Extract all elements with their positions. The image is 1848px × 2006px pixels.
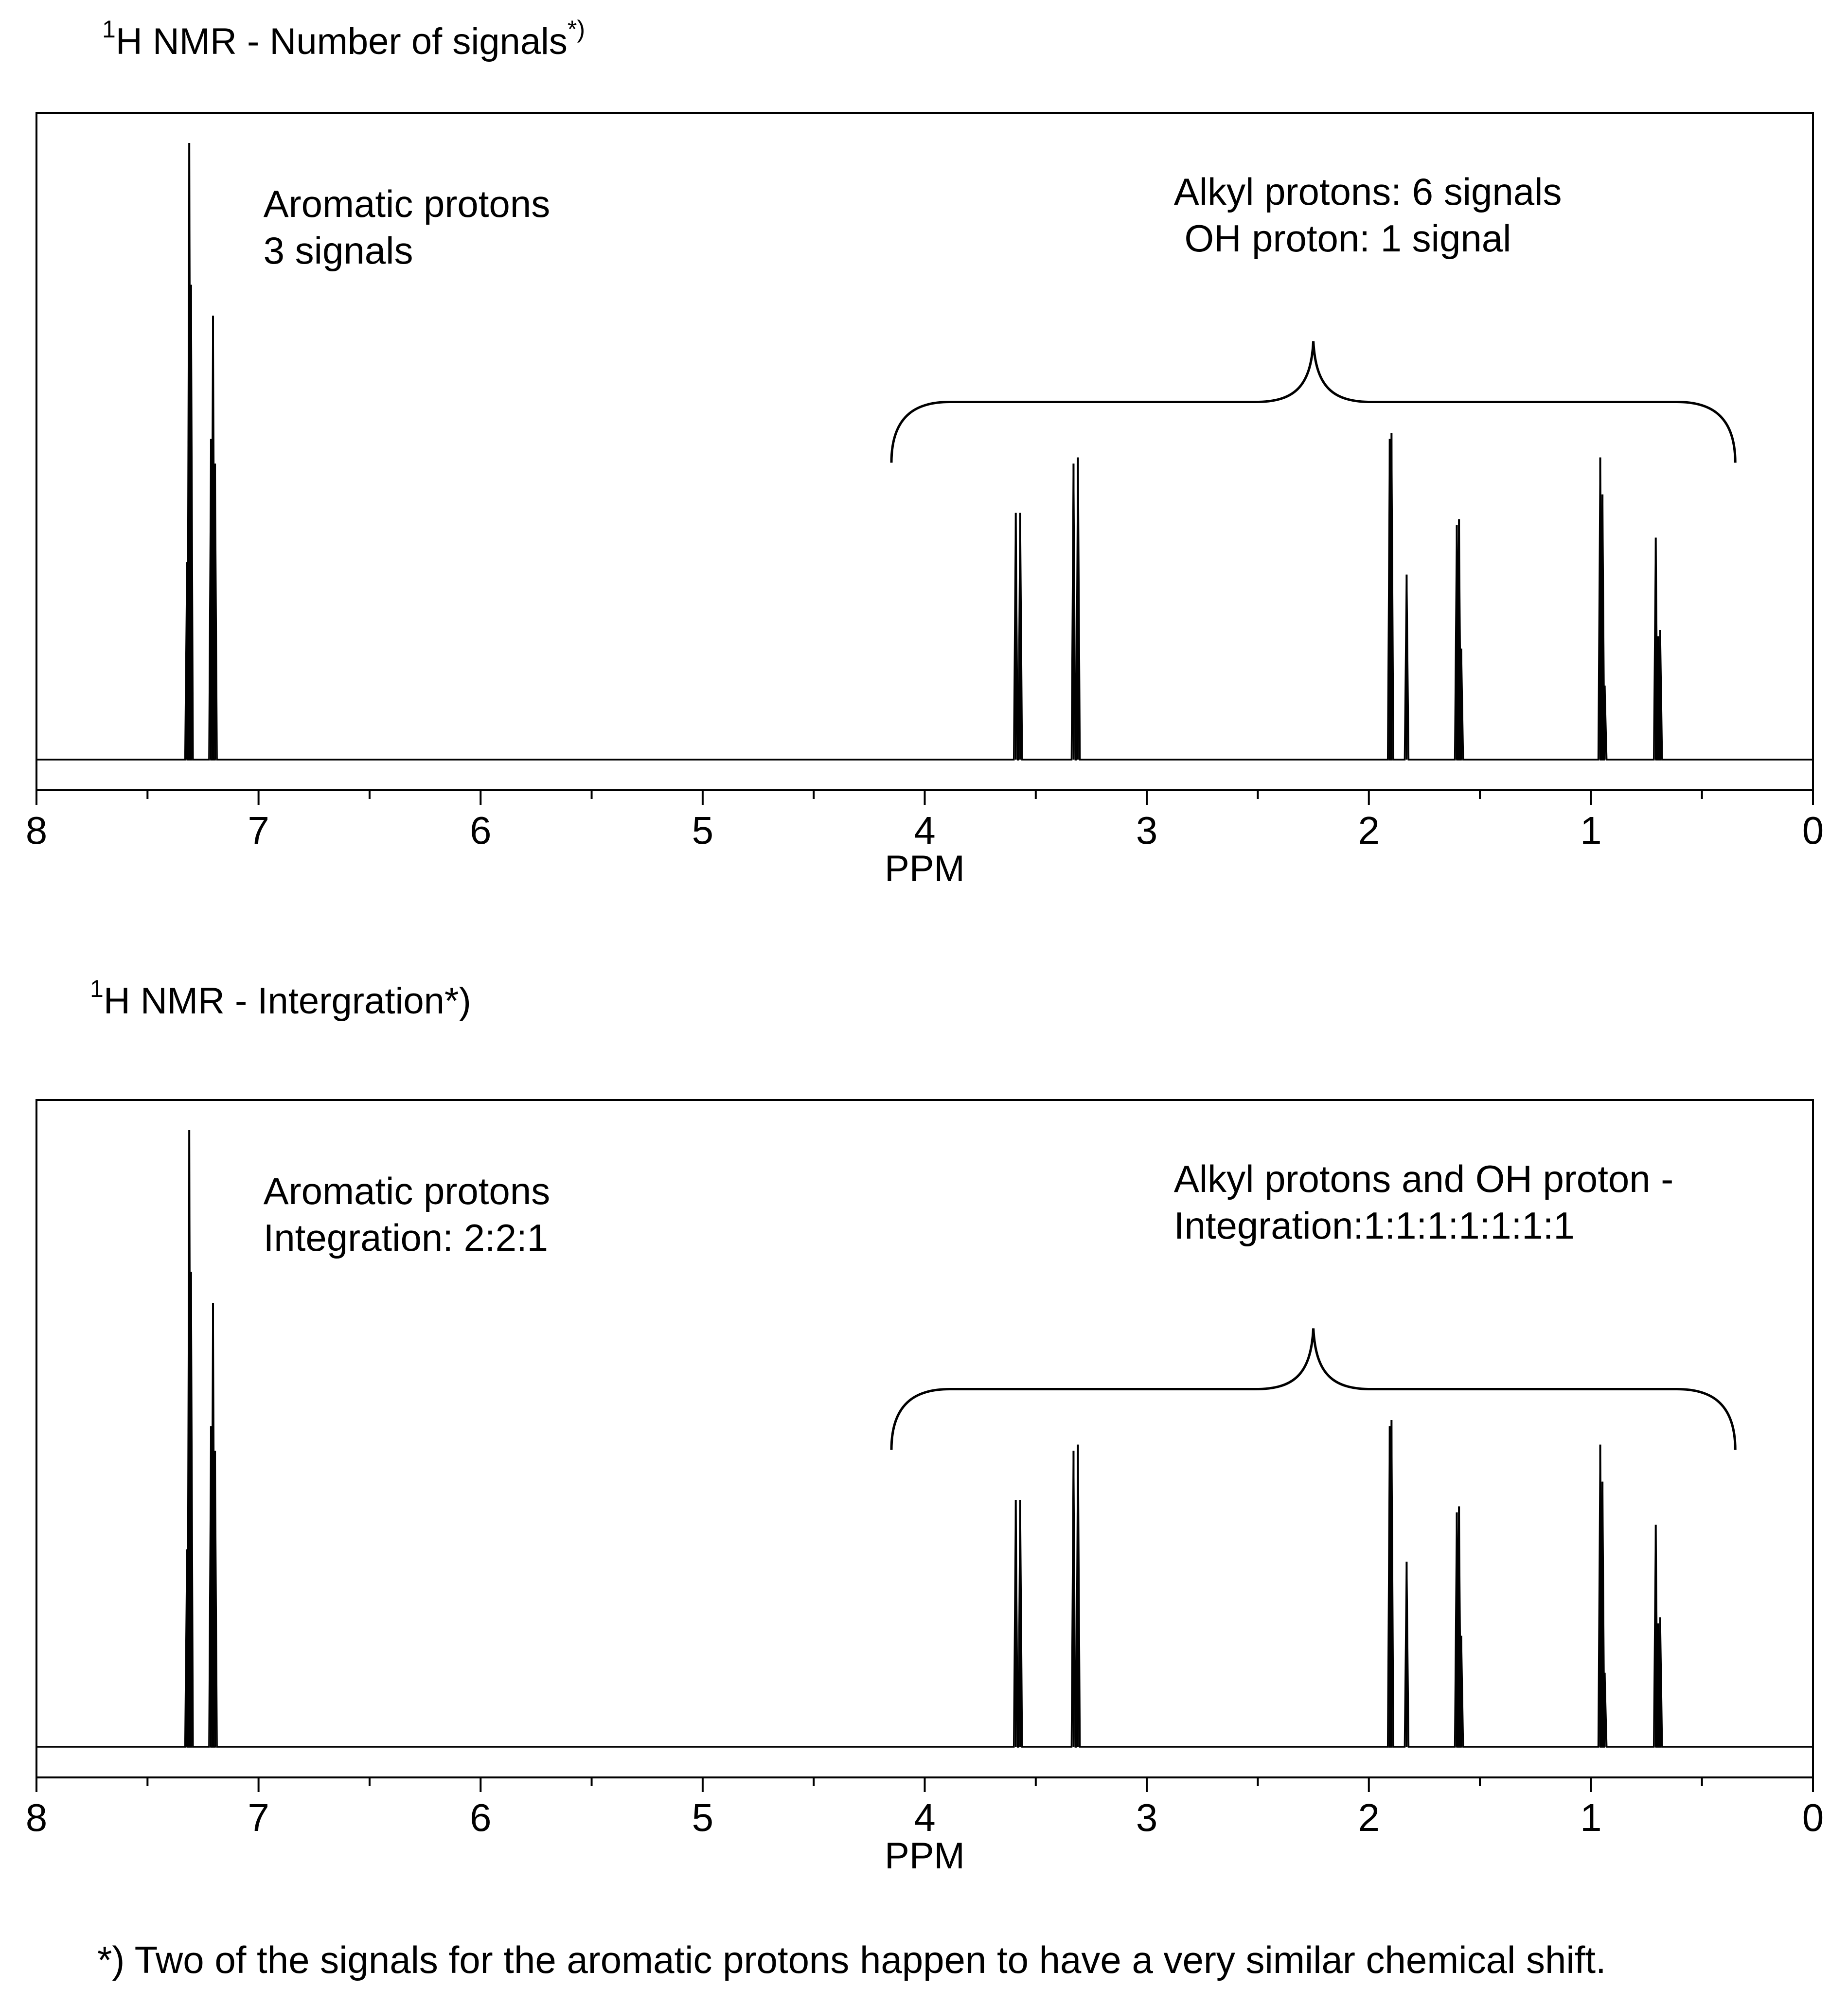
chart-2-annotation-0-line-1: Integration: 2:2:1 [264,1216,548,1259]
chart-1-annotation-0: Aromatic protons 3 signals [264,182,551,272]
chart-1-tick-label-8: 0 [1802,809,1824,852]
chart-2-tick-label-3: 5 [692,1796,714,1839]
chart-2-annotation-1: Alkyl protons and OH proton -Integration… [1174,1157,1673,1247]
chart-1-tick-label-5: 3 [1136,809,1158,852]
chart-1-annotation-1: Alkyl protons: 6 signals OH proton: 1 si… [1174,170,1562,260]
chart-1-tick-label-2: 6 [470,809,492,852]
chart-1-tick-label-4: 4 [914,809,936,852]
chart-1-tick-label-6: 2 [1358,809,1380,852]
chart-1-alkyl-brace [890,341,1737,463]
chart-1-tick-label-7: 1 [1580,809,1602,852]
chart-2-tick-label-6: 2 [1358,1796,1380,1839]
chart-2-tick-label-7: 1 [1580,1796,1602,1839]
nmr-spectrum-chart-1: 8 7 6 5 4 3 2 1 0 PPM Aromatic protons 3 signals Alk… [26,112,1824,889]
chart-2-tick-label-8: 0 [1802,1796,1824,1839]
chart-1-annotation-1-line-0: Alkyl protons: 6 signals [1174,170,1562,213]
footnote: *) Two of the signals for the aromatic p… [97,1938,1606,1981]
chart-1-annotation-1-line-1: OH proton: 1 signal [1174,217,1511,260]
chart-2-tick-label-1: 7 [248,1796,269,1839]
chart-2-tick-label-2: 6 [470,1796,492,1839]
chart-1-tick-label-0: 8 [26,809,48,852]
chart-2-annotation-0-line-0: Aromatic protons [264,1170,551,1212]
chart-2-annotation-0: Aromatic protons Integration: 2:2:1 [264,1170,551,1259]
chart-1-tick-label-3: 5 [692,809,714,852]
panel-2-title: 1H NMR - Intergration*) [90,975,471,1022]
chart-2-tick-label-0: 8 [26,1796,48,1839]
chart-2-alkyl-brace [890,1328,1737,1450]
chart-1-annotation-0-line-0: Aromatic protons [264,182,551,225]
chart-1-annotation-0-line-1: 3 signals [264,229,413,272]
chart-1-x-axis-label: PPM [885,848,965,889]
chart-2-tick-label-4: 4 [914,1796,936,1839]
chart-2-tick-label-5: 3 [1136,1796,1158,1839]
chart-1-tick-label-1: 7 [248,809,269,852]
chart-2-annotation-1-line-0: Alkyl protons and OH proton - [1174,1157,1673,1200]
chart-2-annotation-1-line-1: Integration:1:1:1:1:1:1:1 [1174,1204,1575,1247]
panel-1-title: 1H NMR - Number of signals*) [102,16,586,62]
chart-2-x-axis-label: PPM [885,1835,965,1877]
